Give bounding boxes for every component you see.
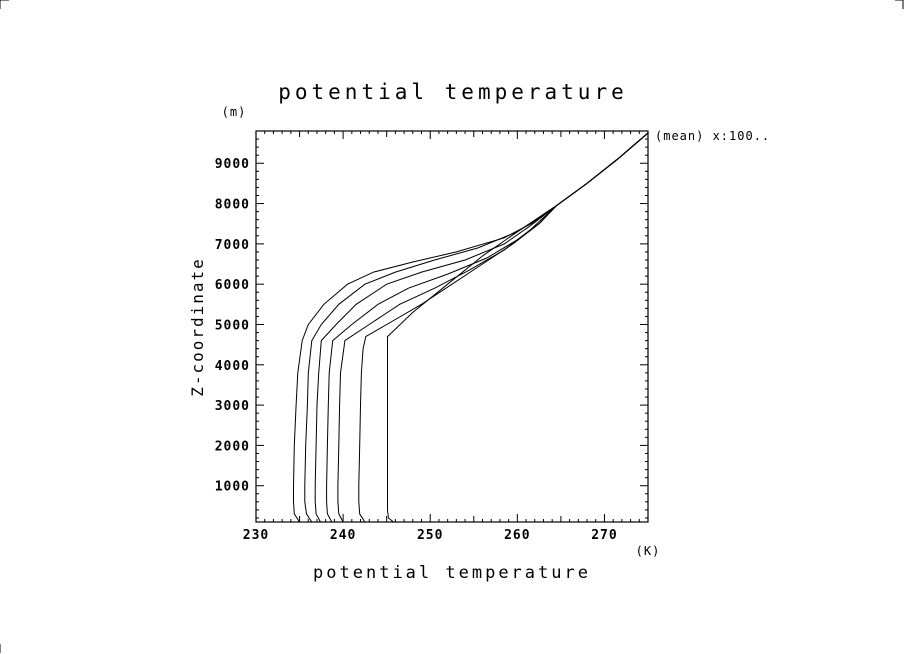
x-tick-label-250: 250	[417, 528, 443, 543]
corner-mark-top-right	[895, 0, 904, 9]
corner-mark-top-left	[0, 0, 9, 9]
axis-tick-labels: 230 240 250 260 270 1000 2000 3000 4000 5000 6000 7…	[215, 157, 617, 543]
plot-frame	[255, 130, 649, 523]
y-unit-label: (m)	[222, 105, 247, 119]
y-tick-label-4000: 4000	[215, 359, 250, 374]
series-line-1	[293, 132, 649, 523]
x-axis-label: potential temperature	[313, 563, 591, 583]
y-tick-label-2000: 2000	[215, 439, 250, 454]
series-line-4	[326, 132, 649, 523]
x-tick-label-270: 270	[591, 528, 617, 543]
y-tick-label-9000: 9000	[215, 157, 250, 172]
x-tick-label-230: 230	[243, 528, 269, 543]
x-tick-label-260: 260	[504, 528, 530, 543]
series-line-5	[337, 132, 649, 523]
y-tick-label-7000: 7000	[215, 238, 250, 253]
y-tick-label-5000: 5000	[215, 318, 250, 333]
axis-ticks	[255, 130, 649, 522]
y-tick-label-3000: 3000	[215, 399, 250, 414]
x-tick-label-240: 240	[330, 528, 356, 543]
series-line-7	[387, 132, 649, 523]
series-line-2	[304, 132, 649, 523]
y-tick-label-8000: 8000	[215, 198, 250, 213]
y-tick-label-6000: 6000	[215, 278, 250, 293]
series-lines	[293, 132, 649, 523]
series-line-6	[358, 132, 649, 523]
chart-title: potential temperature	[278, 80, 628, 104]
x-unit-label: (K)	[636, 544, 661, 558]
y-tick-label-1000: 1000	[215, 480, 250, 495]
annotation-mean: (mean) x:100..	[655, 129, 770, 143]
y-axis-label: Z-coordinate	[188, 257, 207, 397]
